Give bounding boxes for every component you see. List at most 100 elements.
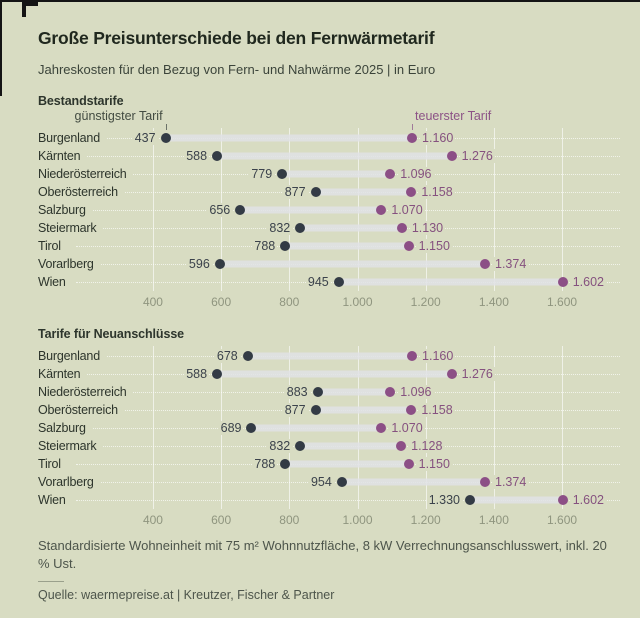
row-track: 596 1.374 — [76, 255, 620, 273]
row-track: 877 1.158 — [76, 183, 620, 201]
gridline — [152, 128, 154, 291]
dumbbell-row: Burgenland 437 1.160 — [38, 129, 620, 147]
legend-leader-tick-max — [412, 124, 414, 130]
max-value-label: 1.158 — [419, 185, 455, 199]
row-track: 1.330 1.602 — [76, 491, 620, 509]
max-value-label: 1.096 — [398, 167, 434, 181]
row-label: Kärnten — [38, 149, 87, 163]
row-label: Salzburg — [38, 421, 92, 435]
row-label: Burgenland — [38, 349, 106, 363]
dumbbell-row: Niederösterreich 779 1.096 — [38, 165, 620, 183]
row-track: 588 1.276 — [76, 147, 620, 165]
row-track: 437 1.160 — [76, 129, 620, 147]
legend-teuerster-tarif: teuerster Tarif — [415, 109, 492, 123]
axis-tick-label: 600 — [211, 513, 232, 527]
crop-corner-mark — [22, 2, 38, 17]
row-track: 689 1.070 — [76, 419, 620, 437]
gridline — [562, 346, 564, 509]
min-dot — [333, 277, 344, 287]
dumbbell-connector — [338, 278, 563, 286]
min-dot — [277, 169, 288, 179]
max-dot — [396, 441, 407, 451]
dumbbell-connector — [282, 170, 391, 178]
max-dot — [557, 495, 568, 505]
row-label: Wien — [38, 275, 72, 289]
max-dot — [446, 151, 457, 161]
row-label: Burgenland — [38, 131, 106, 145]
dumbbell-connector — [470, 496, 563, 504]
page-subtitle: Jahreskosten für den Bezug von Fern- und… — [38, 62, 436, 77]
dumbbell-row: Oberösterreich 877 1.158 — [38, 183, 620, 201]
max-dot — [557, 277, 568, 287]
screenshot-left-edge — [0, 0, 2, 96]
dumbbell-plot-neuanschluesse: Burgenland 678 1.160 Kärnten 588 1.276 Niederö… — [38, 346, 620, 509]
dumbbell-connector — [165, 134, 413, 142]
dumbbell-row: Kärnten 588 1.276 — [38, 365, 620, 383]
axis-tick-label: 800 — [279, 513, 300, 527]
max-dot — [376, 423, 387, 433]
axis-tick-label: 1.600 — [547, 295, 578, 309]
min-dot — [280, 241, 291, 251]
page-title: Große Preisunterschiede bei den Fernwärm… — [38, 28, 435, 48]
dumbbell-row: Tirol 788 1.150 — [38, 455, 620, 473]
gridline — [493, 346, 495, 509]
min-dot — [312, 387, 323, 397]
axis-tick-label: 1.000 — [342, 513, 373, 527]
row-dotted-line — [76, 500, 620, 501]
dumbbell-connector — [317, 388, 391, 396]
max-value-label: 1.602 — [570, 275, 606, 289]
row-label: Vorarlberg — [38, 257, 100, 271]
dumbbell-row: Vorarlberg 596 1.374 — [38, 255, 620, 273]
min-value-label: 832 — [267, 439, 293, 453]
max-dot — [480, 477, 490, 487]
dumbbell-connector — [217, 370, 452, 378]
max-dot — [396, 223, 407, 233]
max-value-label: 1.070 — [389, 203, 425, 217]
max-value-label: 1.276 — [459, 367, 495, 381]
min-dot — [465, 495, 475, 505]
max-dot — [385, 387, 396, 397]
max-dot — [406, 187, 417, 197]
dumbbell-row: Burgenland 678 1.160 — [38, 347, 620, 365]
max-dot — [407, 351, 418, 361]
axis-tick-label: 1.400 — [478, 295, 509, 309]
min-value-label: 596 — [186, 257, 212, 271]
max-value-label: 1.160 — [420, 349, 456, 363]
dumbbell-row: Steiermark 832 1.130 — [38, 219, 620, 237]
dumbbell-connector — [240, 206, 382, 214]
min-dot — [242, 351, 253, 361]
min-dot — [280, 459, 291, 469]
row-track: 656 1.070 — [76, 201, 620, 219]
min-value-label: 877 — [282, 185, 308, 199]
legend-guenstigster-tarif: günstigster Tarif — [74, 109, 163, 123]
dumbbell-connector — [217, 152, 452, 160]
min-value-label: 588 — [184, 367, 210, 381]
min-value-label: 588 — [184, 149, 210, 163]
x-axis-bestandstarife: 400 600 800 1.000 1.200 1.400 1.600 — [38, 293, 620, 310]
dumbbell-row: Niederösterreich 883 1.096 — [38, 383, 620, 401]
row-label: Steiermark — [38, 439, 103, 453]
axis-tick-label: 1.200 — [410, 513, 441, 527]
row-track: 788 1.150 — [76, 237, 620, 255]
dumbbell-connector — [315, 188, 412, 196]
min-value-label: 832 — [267, 221, 293, 235]
dumbbell-row: Tirol 788 1.150 — [38, 237, 620, 255]
gridline — [493, 128, 495, 291]
min-dot — [336, 477, 347, 487]
max-value-label: 1.070 — [389, 421, 425, 435]
row-track: 945 1.602 — [76, 273, 620, 291]
dumbbell-connector — [315, 406, 412, 414]
chart-card: Große Preisunterschiede bei den Fernwärm… — [38, 28, 620, 602]
footer-divider — [38, 581, 64, 582]
max-dot — [406, 405, 417, 415]
dumbbell-plot-bestandstarife: Burgenland 437 1.160 Kärnten 588 1.276 Niederö… — [38, 128, 620, 291]
min-value-label: 779 — [249, 167, 275, 181]
gridline — [425, 346, 427, 509]
max-value-label: 1.150 — [416, 239, 452, 253]
min-dot — [246, 423, 257, 433]
footnote: Standardisierte Wohneinheit mit 75 m² Wo… — [38, 538, 607, 571]
row-label: Oberösterreich — [38, 403, 124, 417]
max-value-label: 1.374 — [493, 475, 529, 489]
min-value-label: 788 — [252, 457, 278, 471]
min-value-label: 788 — [252, 239, 278, 253]
